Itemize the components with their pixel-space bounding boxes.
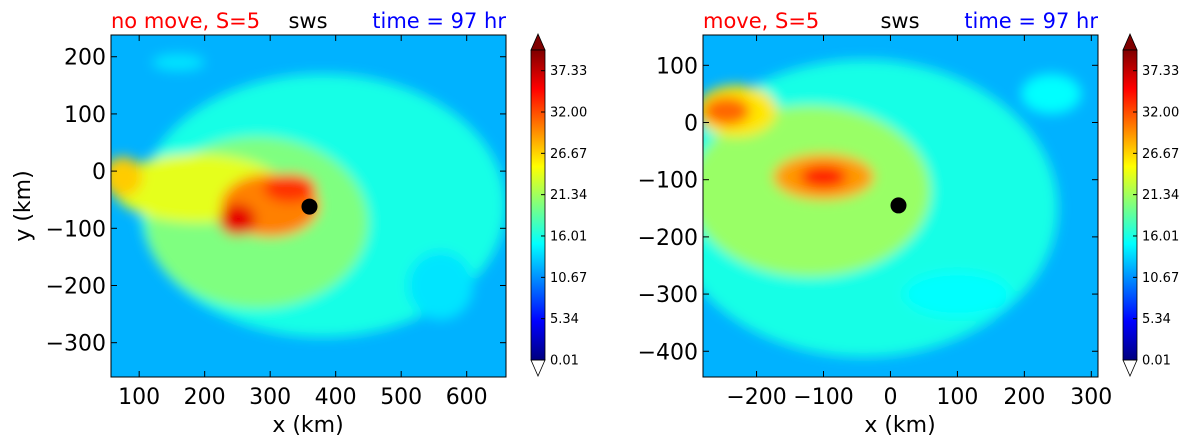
x-tick-label: 500 <box>380 385 422 410</box>
field-feature <box>219 203 256 236</box>
x-tick-label: −100 <box>793 385 853 410</box>
colorbar-tick-label: 10.67 <box>1142 271 1179 286</box>
right-xlabel: x (km) <box>864 413 935 438</box>
x-tick-label: 300 <box>1070 385 1112 410</box>
field-feature <box>263 173 317 203</box>
x-tick-label: −200 <box>726 385 786 410</box>
right-axis-ticks: −200 −100 0 100 200 300 100 0 −100 −200 −300 −400 <box>638 35 1112 410</box>
colorbar-tick-label: 0.01 <box>1142 354 1171 369</box>
storm-center-marker <box>890 197 907 214</box>
colorbar-extend-min <box>1122 359 1138 377</box>
colorbar-scale <box>1122 49 1138 361</box>
right-field <box>703 35 1098 377</box>
left-title-right: time = 97 hr <box>372 9 506 33</box>
left-field <box>111 35 506 377</box>
left-axis-ticks: 100 200 300 400 500 600 200 100 0 −100 −200 −300 <box>46 35 506 410</box>
right-plot-frame <box>702 34 1099 378</box>
y-tick-label: −100 <box>46 217 106 242</box>
colorbar-scale <box>530 49 546 361</box>
right-title-left: move, S=5 <box>703 9 819 33</box>
y-tick-label: −200 <box>46 274 106 299</box>
colorbar-tick-label: 32.00 <box>1142 106 1179 121</box>
right-title-center: sws <box>880 9 919 33</box>
colorbar-tick-label: 5.34 <box>550 312 579 327</box>
colorbar-tick-label: 5.34 <box>1142 312 1171 327</box>
y-tick-label: −400 <box>638 340 698 365</box>
left-xlabel: x (km) <box>272 413 343 438</box>
colorbar-tick-label: 26.67 <box>1142 147 1179 162</box>
x-tick-label: 100 <box>118 385 160 410</box>
x-tick-label: 200 <box>184 385 226 410</box>
field-feature <box>1021 73 1082 114</box>
y-tick-label: −300 <box>638 283 698 308</box>
left-plot-frame <box>110 34 507 378</box>
x-tick-label: 100 <box>936 385 978 410</box>
right-title-right: time = 97 hr <box>964 9 1098 33</box>
colorbar-tick-label: 0.01 <box>550 354 579 369</box>
colorbar-tick-label: 26.67 <box>550 147 587 162</box>
x-tick-label: 400 <box>315 385 357 410</box>
y-tick-label: −100 <box>638 169 698 194</box>
field-feature <box>903 271 1011 317</box>
y-tick-label: −200 <box>638 226 698 251</box>
field-feature <box>152 53 205 72</box>
field-feature <box>703 96 750 126</box>
colorbar-tick-label: 21.34 <box>1142 188 1179 203</box>
colorbar-tick-label: 37.33 <box>1142 64 1179 79</box>
colorbar-extend-min <box>530 359 546 377</box>
field-feature <box>407 251 474 320</box>
colorbar-tick-label: 21.34 <box>550 188 587 203</box>
y-tick-label: 100 <box>64 103 106 128</box>
colorbar-extend-max <box>530 33 546 51</box>
colorbar-tick-label: 32.00 <box>550 106 587 121</box>
x-tick-label: 300 <box>249 385 291 410</box>
storm-center-marker <box>301 198 318 215</box>
colorbar-tick-label: 16.01 <box>550 229 587 244</box>
right-panel: move, S=5 sws time = 97 hr −200 −100 0 100 2… <box>638 9 1180 438</box>
x-tick-label: 0 <box>883 385 897 410</box>
y-tick-label: −300 <box>46 332 106 357</box>
colorbar-tick-label: 16.01 <box>1142 229 1179 244</box>
x-tick-label: 600 <box>446 385 488 410</box>
left-colorbar: 37.33 32.00 26.67 21.34 16.01 10.67 5.34 0.01 <box>530 33 587 377</box>
y-tick-label: 0 <box>92 160 106 185</box>
colorbar-extend-max <box>1122 33 1138 51</box>
y-tick-label: 100 <box>656 54 698 79</box>
colorbar-tick-label: 37.33 <box>550 64 587 79</box>
y-tick-label: 0 <box>684 112 698 137</box>
y-tick-label: 200 <box>64 46 106 71</box>
x-tick-label: 200 <box>1003 385 1045 410</box>
left-title-left: no move, S=5 <box>111 9 260 33</box>
colorbar-tick-label: 10.67 <box>550 271 587 286</box>
right-colorbar: 37.33 32.00 26.67 21.34 16.01 10.67 5.34 0.01 <box>1122 33 1179 377</box>
field-feature <box>111 156 143 197</box>
left-ylabel: y (km) <box>11 170 36 241</box>
left-title-center: sws <box>288 9 327 33</box>
field-feature <box>800 165 847 189</box>
left-panel: no move, S=5 sws time = 97 hr 100 200 300 4… <box>11 9 587 438</box>
